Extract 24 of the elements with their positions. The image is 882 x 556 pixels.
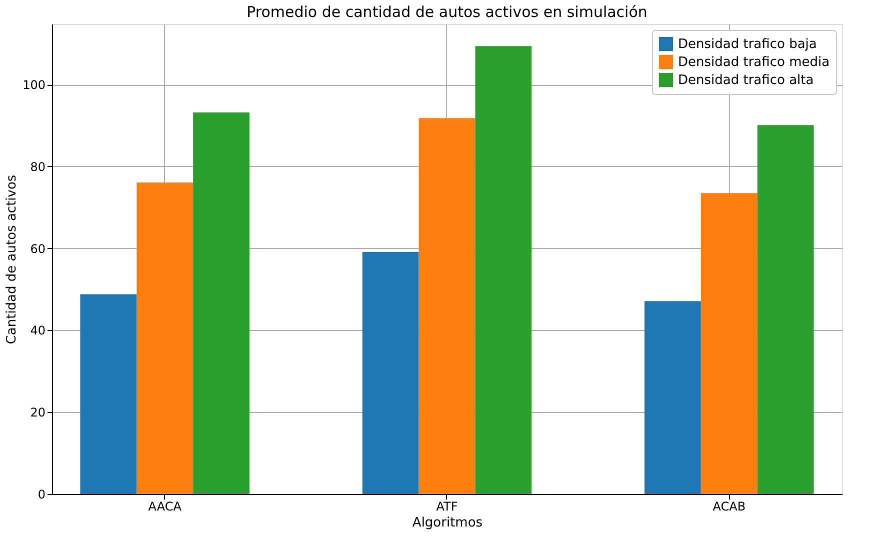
x-tick-label: ATF xyxy=(436,500,458,514)
bar xyxy=(362,252,419,494)
y-tick-label: 0 xyxy=(38,488,46,502)
x-tick-label: ACAB xyxy=(712,500,746,514)
legend-label: Densidad trafico media xyxy=(678,55,830,70)
bar xyxy=(757,125,814,494)
y-tick-label: 60 xyxy=(30,242,46,256)
x-tick-label: AACA xyxy=(148,500,182,514)
y-tick-label: 40 xyxy=(30,324,46,338)
bar xyxy=(193,112,250,494)
bar xyxy=(700,193,758,494)
y-tick-label: 100 xyxy=(22,78,46,92)
bar xyxy=(418,118,476,494)
y-tick-label: 80 xyxy=(30,160,46,174)
bar xyxy=(136,182,194,494)
bar xyxy=(644,301,701,494)
y-axis-title: Cantidad de autos activos xyxy=(4,174,20,344)
bar xyxy=(80,294,137,494)
chart-title: Promedio de cantidad de autos activos en simulación xyxy=(246,3,648,21)
legend-label: Densidad trafico alta xyxy=(678,73,814,88)
y-tick-label: 20 xyxy=(30,406,46,420)
x-axis-title: Algoritmos xyxy=(412,516,483,530)
legend-label: Densidad trafico baja xyxy=(678,37,817,52)
bar xyxy=(475,46,532,494)
